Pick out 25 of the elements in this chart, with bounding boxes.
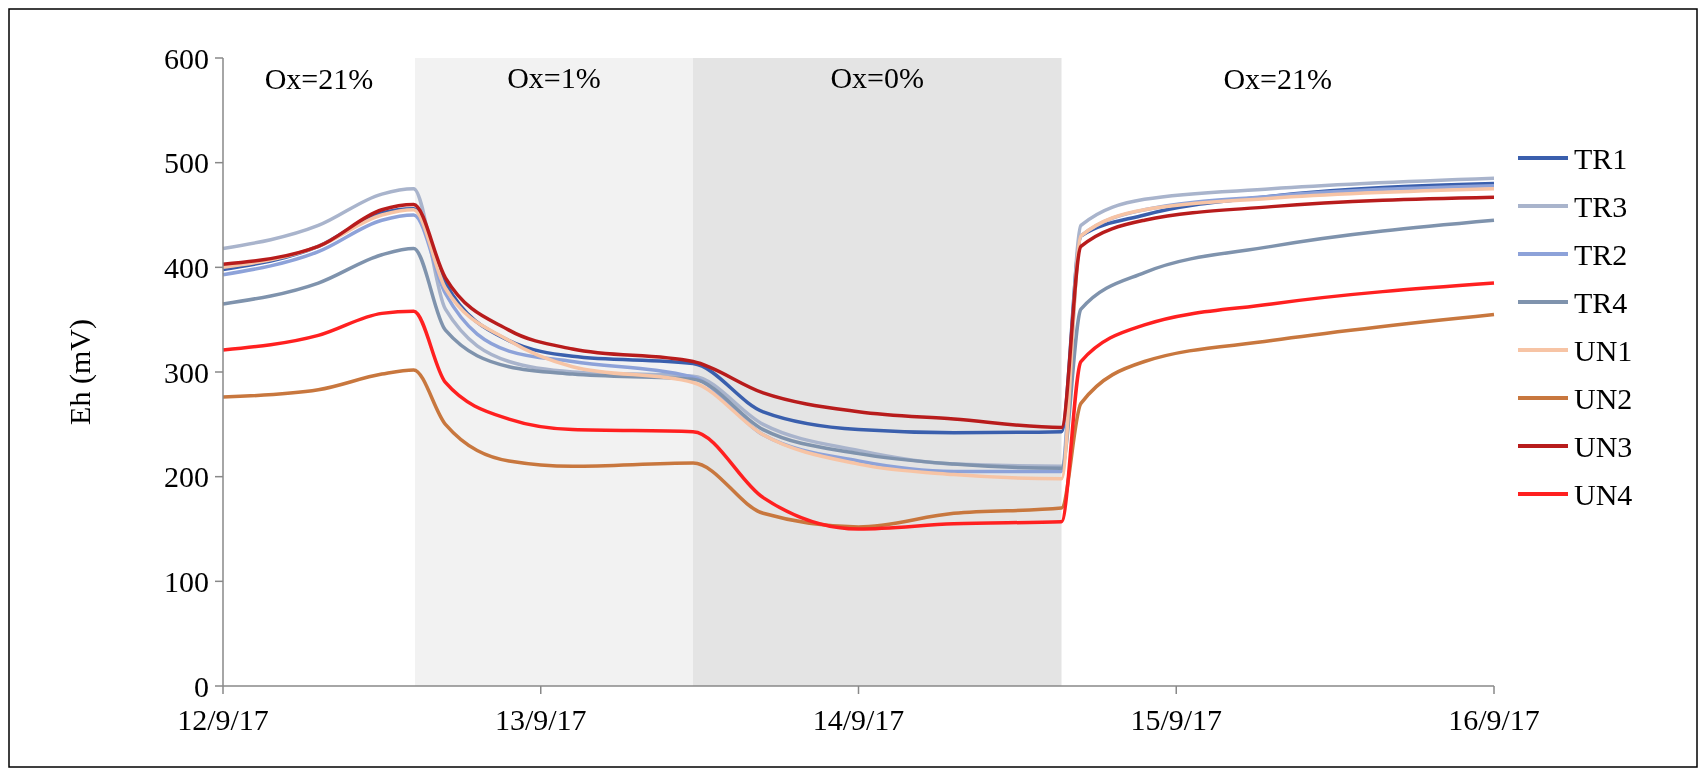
x-tick-label: 13/9/17 (494, 703, 587, 736)
y-tick-label: 100 (164, 564, 209, 598)
band-label: Ox=0% (830, 61, 925, 94)
legend-label: UN3 (1574, 429, 1633, 463)
legend-label: UN4 (1574, 477, 1633, 511)
y-tick-label: 200 (164, 460, 209, 494)
legend-label: TR3 (1574, 189, 1628, 223)
y-tick-label: 300 (164, 355, 209, 389)
y-tick-label: 400 (164, 250, 209, 284)
x-tick-label: 16/9/17 (1448, 703, 1540, 736)
annotation: Ox=21% (1223, 61, 1333, 95)
x-tick-label: 15/9/17 (1130, 703, 1223, 736)
y-axis-title: Eh (mV) (63, 319, 97, 425)
x-tick-label: 12/9/17 (177, 703, 269, 736)
y-tick-label: 500 (164, 146, 209, 180)
legend-label: TR1 (1574, 141, 1628, 175)
y-tick-label: 600 (164, 41, 209, 75)
legend-label: UN1 (1574, 333, 1633, 367)
legend-label: TR4 (1574, 285, 1628, 319)
legend-label: UN2 (1574, 381, 1633, 415)
annotation: Ox=21% (264, 61, 374, 95)
x-tick-label: 14/9/17 (812, 703, 905, 736)
band-label: Ox=1% (507, 61, 601, 94)
y-tick-label: 0 (194, 669, 209, 703)
legend-label: TR2 (1574, 237, 1628, 271)
